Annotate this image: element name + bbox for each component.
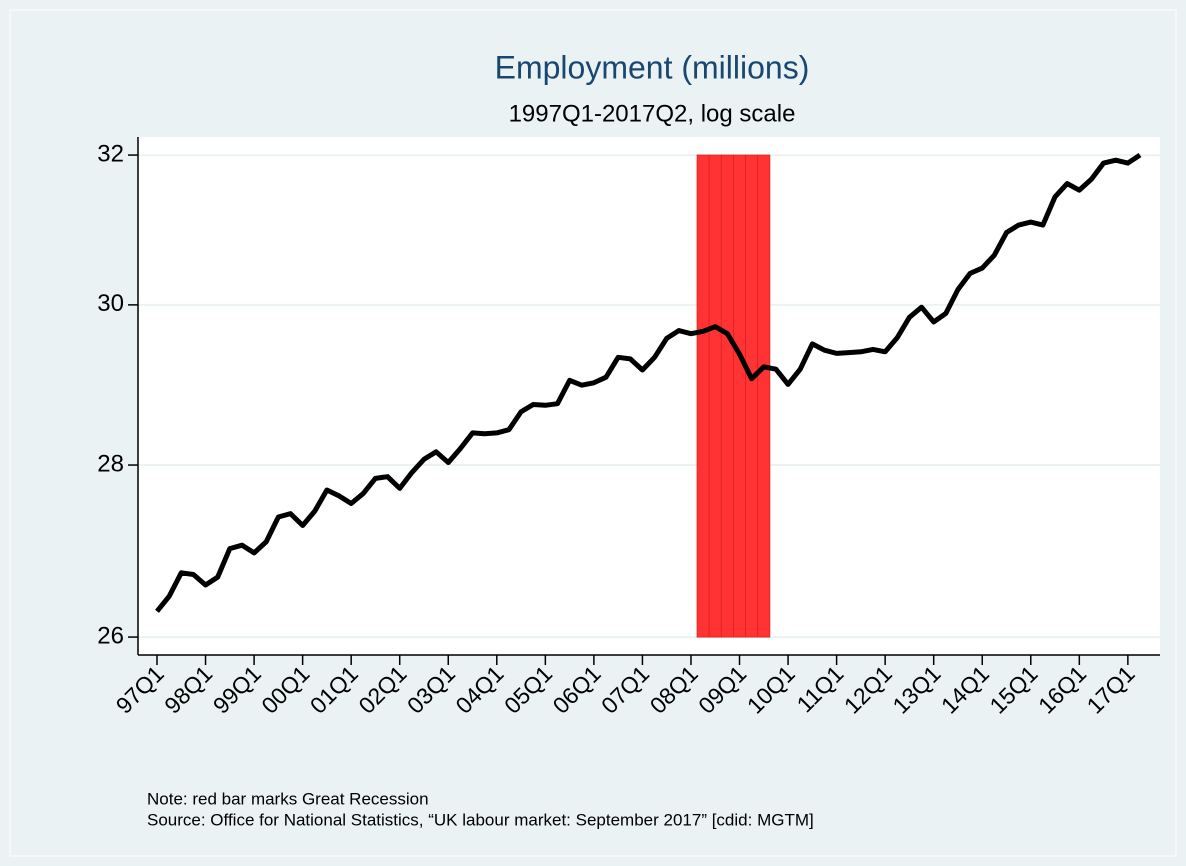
recession-bar bbox=[720, 154, 734, 638]
y-tick-label: 30 bbox=[97, 290, 124, 317]
note: Source: Office for National Statistics, … bbox=[147, 810, 814, 829]
line bbox=[155, 152, 1142, 613]
plot-region bbox=[138, 137, 1160, 655]
y-tick-label: 28 bbox=[97, 450, 124, 477]
y-tick-label: 32 bbox=[97, 140, 124, 167]
recession-bar bbox=[757, 154, 771, 638]
recession-bar bbox=[745, 154, 759, 638]
note: Note: red bar marks Great Recession bbox=[147, 789, 429, 808]
recession-bar bbox=[733, 154, 746, 638]
chart-subtitle: 1997Q1-2017Q2, log scale bbox=[509, 100, 796, 127]
recession-bar bbox=[708, 154, 722, 638]
y-tick-label: 26 bbox=[97, 622, 124, 649]
chart-title: Employment (millions) bbox=[495, 49, 810, 85]
recession-bar bbox=[696, 154, 710, 638]
